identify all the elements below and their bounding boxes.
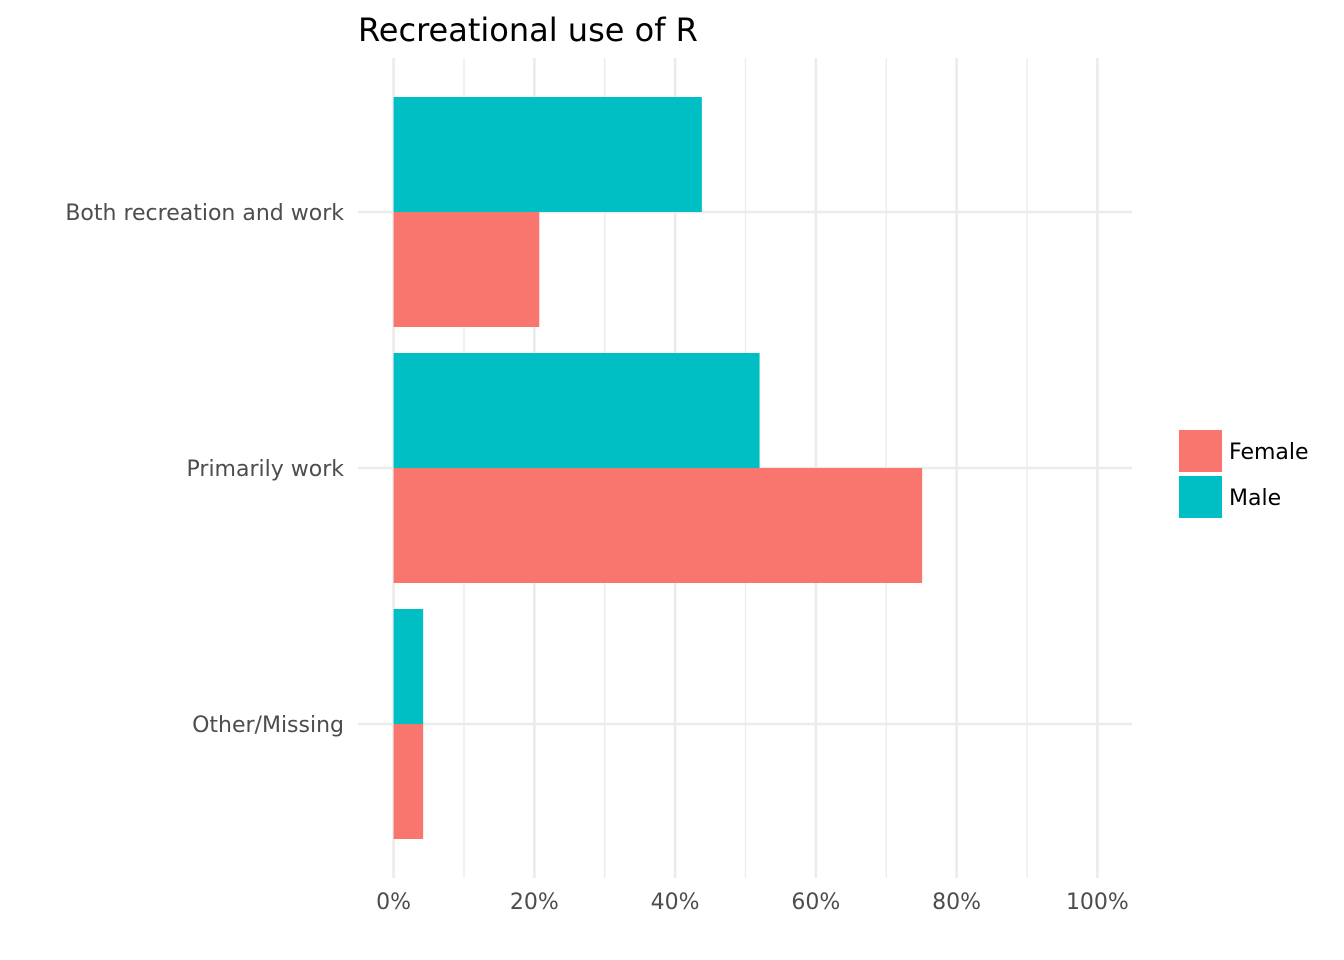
legend-key-female: [1179, 430, 1222, 472]
legend-label-male: Male: [1229, 486, 1281, 511]
x-tick-label: 60%: [791, 890, 840, 915]
x-tick-label: 80%: [932, 890, 981, 915]
bar-female: [393, 724, 424, 839]
x-axis-tick-labels: 0% 20% 40% 60% 80% 100%: [376, 890, 1129, 915]
bar-female: [393, 468, 923, 583]
bar-male: [393, 97, 702, 212]
legend: Female Male: [1179, 430, 1309, 518]
bar-male: [393, 609, 424, 724]
y-tick-label: Both recreation and work: [65, 201, 344, 226]
legend-label-female: Female: [1229, 440, 1309, 465]
legend-key-male: [1179, 476, 1222, 518]
bars: [393, 97, 923, 839]
x-tick-label: 0%: [376, 890, 411, 915]
chart-title: Recreational use of R: [358, 11, 698, 49]
x-tick-label: 40%: [651, 890, 700, 915]
x-tick-label: 100%: [1066, 890, 1129, 915]
y-tick-label: Other/Missing: [192, 713, 344, 738]
y-axis-tick-labels: Both recreation and work Primarily work Ot…: [65, 201, 344, 738]
x-tick-label: 20%: [510, 890, 559, 915]
bar-female: [393, 212, 540, 327]
y-tick-label: Primarily work: [187, 457, 345, 482]
bar-male: [393, 353, 760, 468]
